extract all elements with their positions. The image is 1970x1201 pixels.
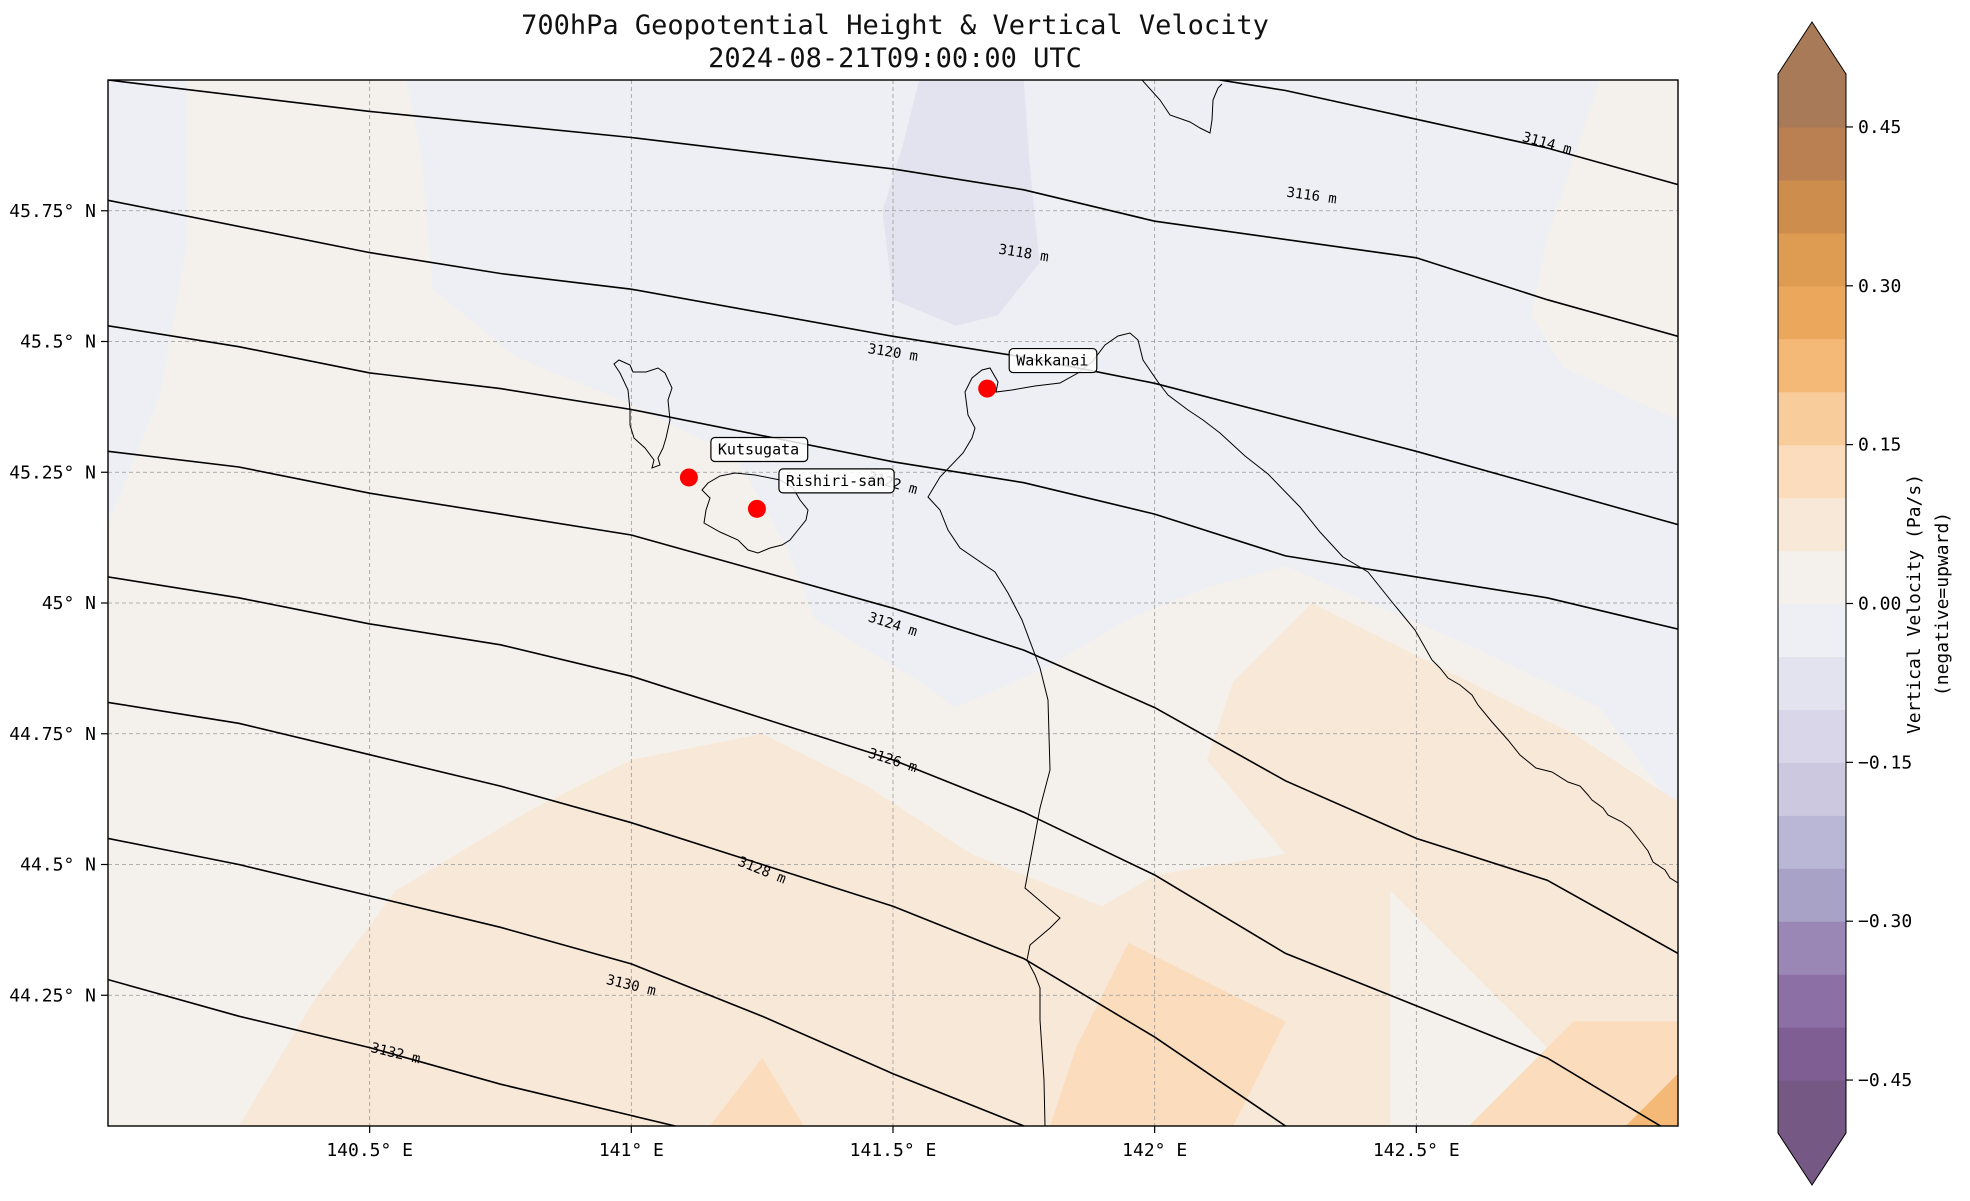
longitude-axis: 140.5° E 141° E 141.5° E 142° E 142.5° E [326,1126,1460,1161]
contour-5 [108,576,1663,1126]
contour-label-group-1: 3116 m [1285,185,1337,208]
contour-0 [1214,80,1678,186]
lon-tick-label-4: 142.5° E [1373,1140,1460,1161]
colorbar-segment-1 [1778,1027,1846,1081]
lon-tick-label-2: 141.5° E [850,1140,937,1161]
colorbar-tick-label-4: −0.15 [1858,752,1912,773]
colorbar-segment-8 [1778,656,1846,710]
place-label-rishiri-san: Rishiri-san [786,472,885,490]
colorbar-segment-13 [1778,391,1846,446]
lon-tick-label-3: 142° E [1122,1140,1187,1161]
colorbar-segment-14 [1778,338,1846,393]
colorbar-segment-7 [1778,709,1846,763]
contour-6 [108,701,1290,1126]
vv-region-6 [1050,942,1286,1126]
colorbar-segment-9 [1778,603,1846,658]
contour-8 [108,978,679,1126]
vv-region-7 [709,1058,804,1126]
colorbar-segment-3 [1778,921,1846,975]
colorbar-tick-label-6: −0.45 [1858,1070,1912,1091]
colorbar-outline [1777,21,1847,1186]
map-title: 700hPa Geopotential Height & Vertical Ve… [521,10,1269,41]
colorbar-segment-17 [1778,179,1846,234]
valid-time: 2024-08-21T09:00:00 UTC [708,43,1082,74]
place-markers: Kutsugata Rishiri-san Wakkanai [679,347,1098,518]
contour-label-group-2: 3118 m [997,242,1049,266]
colorbar-extend-max [1778,22,1846,74]
place-marker-wakkanai [978,379,997,398]
contour-label-group-3: 3120 m [867,341,919,365]
colorbar-segment-10 [1778,550,1846,605]
colorbar-segment-5 [1778,815,1846,869]
colorbar-segment-19 [1778,74,1846,128]
place-label-box-kutsugata [710,436,809,463]
contour-label-1: 3116 m [1285,185,1337,208]
vv-region-3 [882,80,1040,326]
colorbar-segment-6 [1778,762,1846,816]
contour-9 [108,1125,112,1126]
colorbar-tick-label-0: 0.45 [1858,117,1901,138]
colorbar-segment-16 [1778,232,1846,287]
lat-tick-label-5: 44.5° N [20,855,96,876]
colorbar-segment-4 [1778,868,1846,922]
contour-7 [108,837,1026,1126]
place-marker-kutsugata [679,468,698,487]
colorbar-sublabel: (negative=upward) [1932,512,1953,696]
lon-tick-label-1: 141° E [599,1140,664,1161]
contour-label-2: 3118 m [997,242,1049,266]
colorbar-segment-11 [1778,497,1846,552]
place-label-kutsugata: Kutsugata [718,440,799,458]
place-label-box-wakkanai [1008,347,1098,374]
colorbar-extend-min [1778,1133,1846,1185]
colorbar: 0.45 0.30 0.15 0.00 −0.15 −0.30 −0.45 Vertical… [1777,21,1953,1186]
colorbar-tick-label-2: 0.15 [1858,435,1901,456]
lat-tick-label-2: 45.25° N [9,462,96,483]
lat-tick-label-1: 45.5° N [20,332,96,353]
colorbar-segment-12 [1778,444,1846,499]
lat-tick-label-0: 45.75° N [9,201,96,222]
place-marker-rishiri-san [747,499,766,518]
colorbar-segments [1778,74,1846,1134]
lat-tick-label-3: 45° N [42,593,96,614]
colorbar-segment-2 [1778,974,1846,1028]
colorbar-segment-15 [1778,285,1846,340]
coastline-hokkaido [927,80,1678,1126]
colorbar-segment-0 [1778,1080,1846,1134]
coastline-rebun [613,359,673,469]
colorbar-segment-18 [1778,126,1846,181]
colorbar-label: Vertical Velocity (Pa/s) [1904,474,1925,734]
lat-tick-label-4: 44.75° N [9,724,96,745]
contour-1 [108,80,1678,338]
contour-label-3: 3120 m [867,341,919,365]
place-label-wakkanai: Wakkanai [1016,352,1088,370]
colorbar-tick-label-3: 0.00 [1858,594,1901,615]
colorbar-ticks: 0.45 0.30 0.15 0.00 −0.15 −0.30 −0.45 [1846,117,1912,1091]
colorbar-tick-label-5: −0.30 [1858,911,1912,932]
vv-region-1 [108,80,187,525]
lon-tick-label-0: 140.5° E [326,1140,413,1161]
contour-2 [108,199,1678,526]
colorbar-tick-label-1: 0.30 [1858,276,1901,297]
vv-region-2 [406,80,1678,813]
latitude-axis: 45.75° N 45.5° N 45.25° N 45° N 44.75° N 44.5… [9,201,108,1006]
lat-tick-label-6: 44.25° N [9,985,96,1006]
contour-3 [108,325,1678,630]
contour-4 [108,450,1678,955]
place-label-box-rishiri-san [778,468,895,494]
